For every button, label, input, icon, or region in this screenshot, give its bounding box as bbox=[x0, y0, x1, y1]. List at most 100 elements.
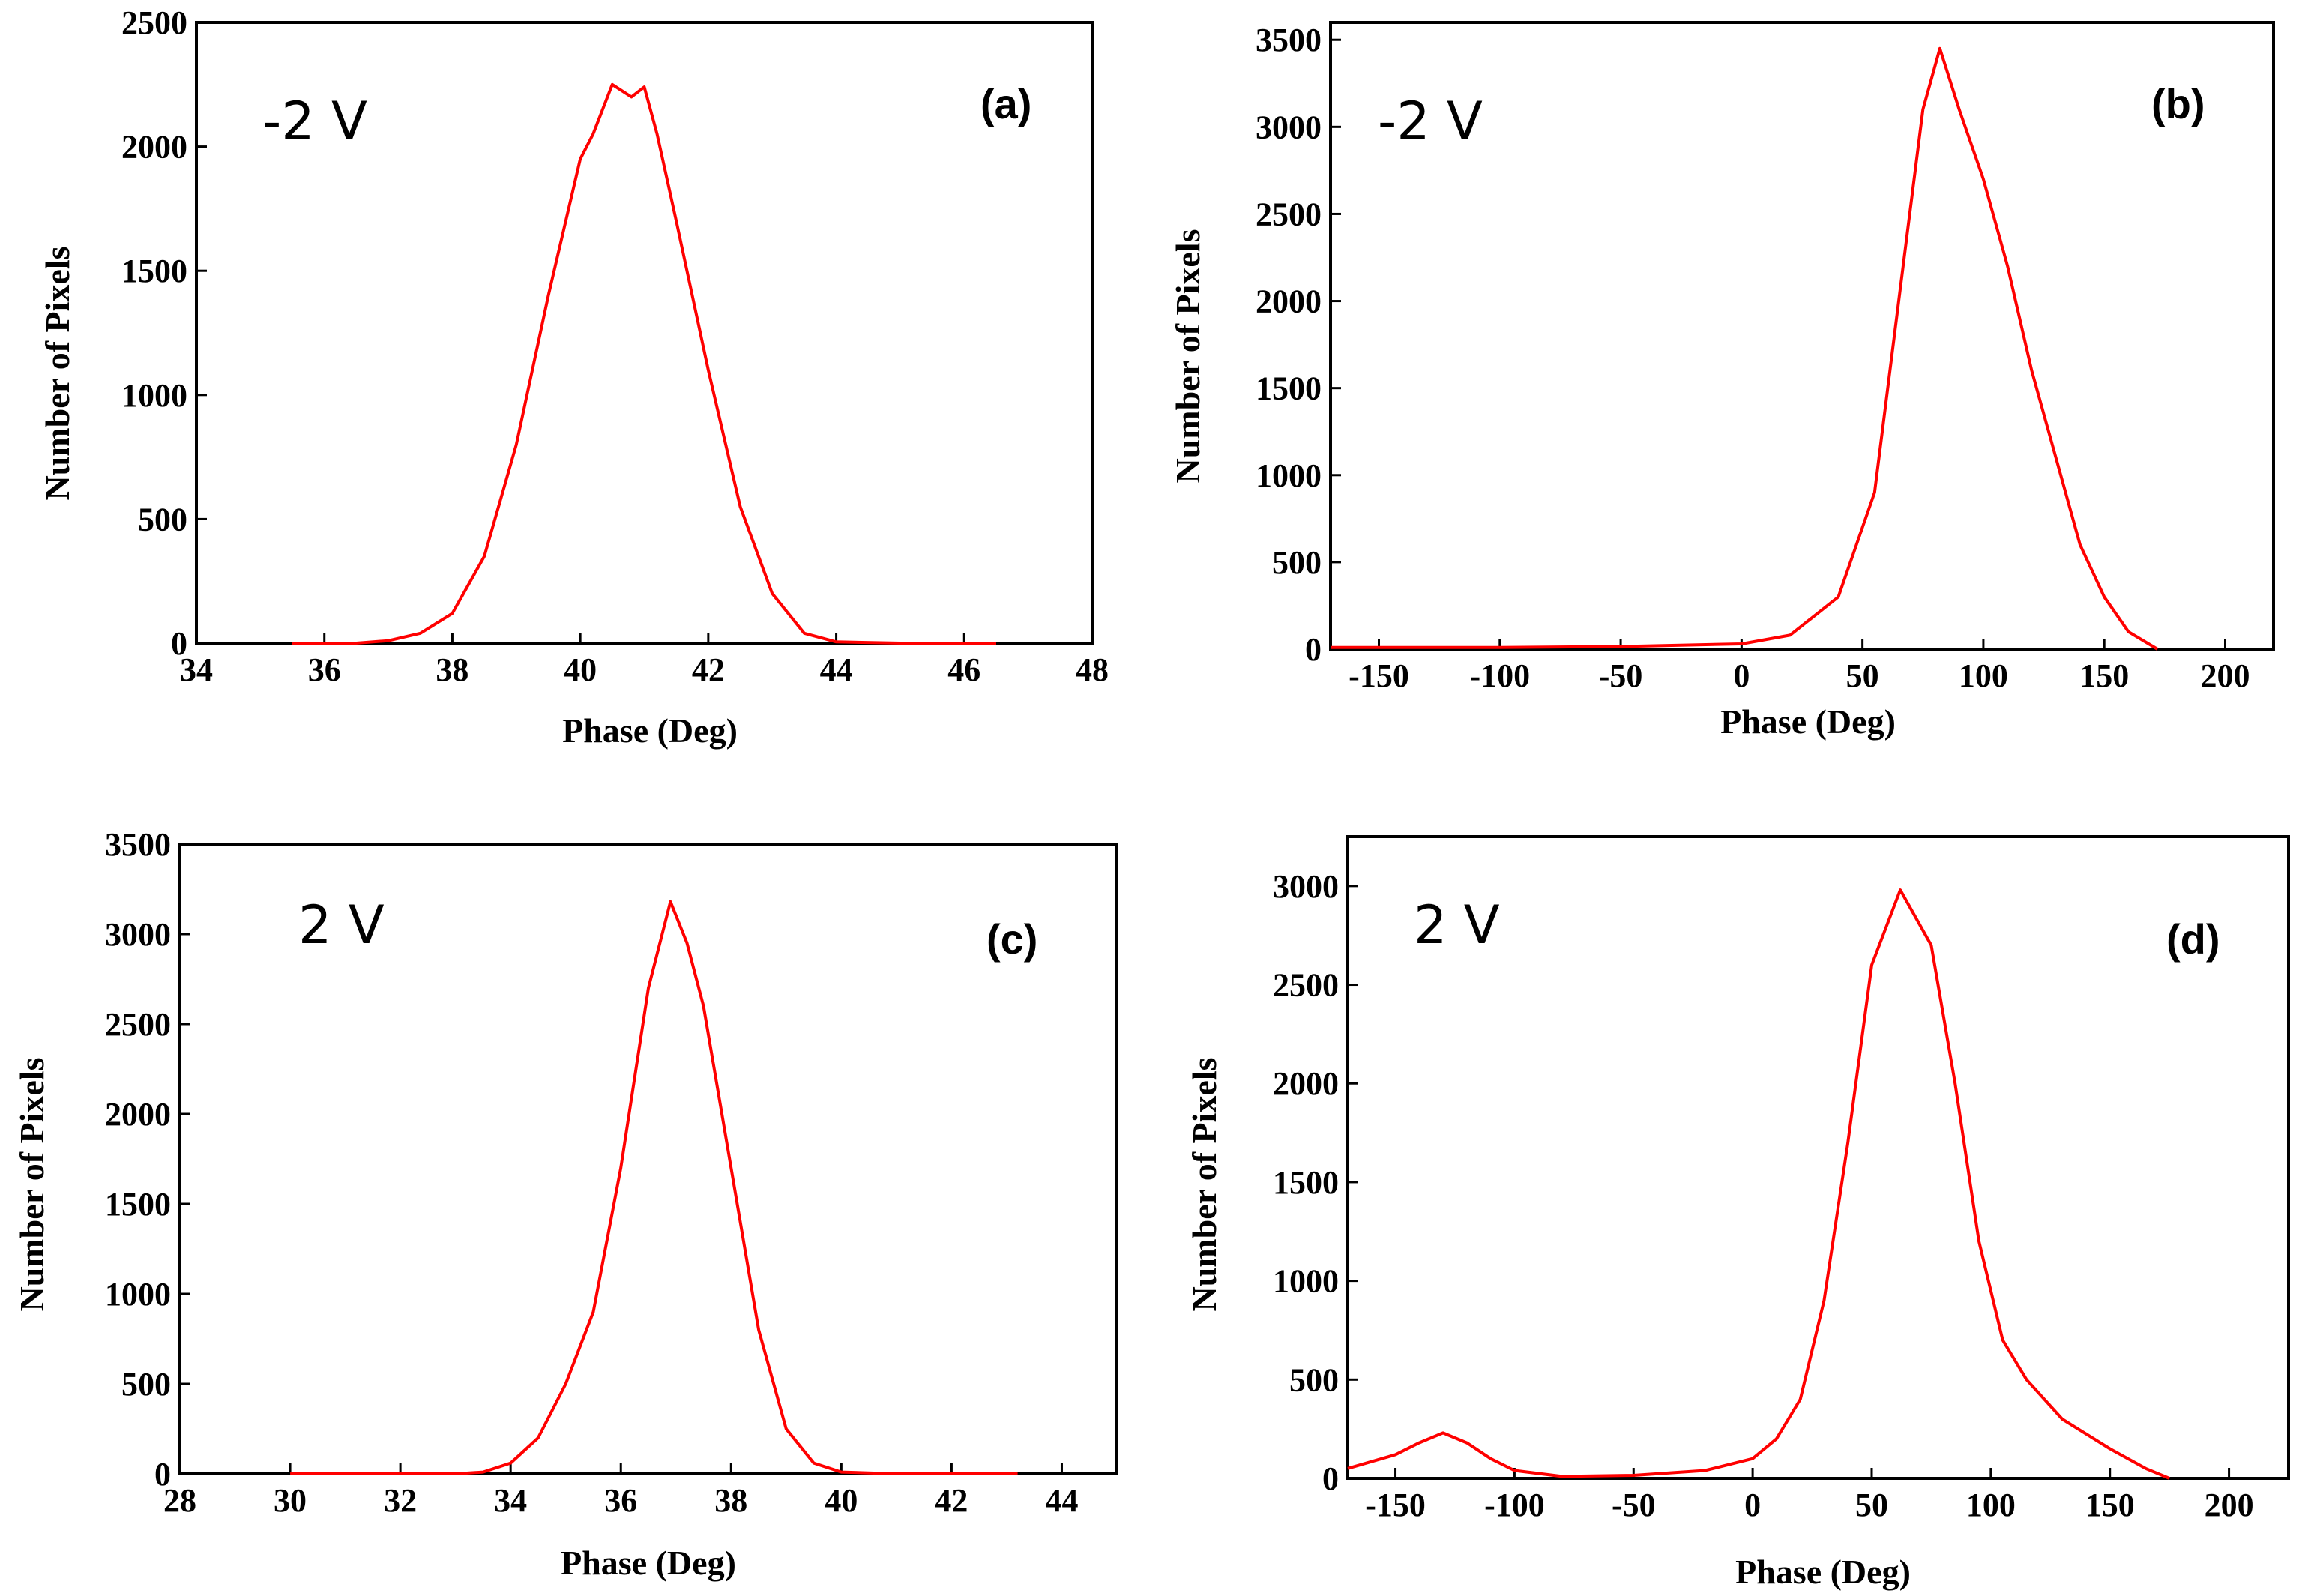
y-tick-label: 3000 bbox=[1273, 868, 1339, 905]
data-point bbox=[2006, 265, 2009, 268]
y-tick-label: 500 bbox=[121, 1366, 171, 1403]
panel-label-b: (b) bbox=[2151, 80, 2205, 127]
x-tick-label: -150 bbox=[1349, 657, 1409, 694]
x-tick-label: 50 bbox=[1855, 1487, 1888, 1523]
x-tick-label: 36 bbox=[604, 1482, 637, 1519]
y-tick-label: 2000 bbox=[105, 1096, 171, 1133]
data-point bbox=[1329, 646, 1332, 649]
plot-frame-a bbox=[195, 21, 1094, 645]
x-tick-label: 38 bbox=[714, 1482, 747, 1519]
y-tick-label: 1000 bbox=[121, 377, 187, 414]
x-tick-label: 0 bbox=[1744, 1487, 1761, 1523]
y-tick-label: 3500 bbox=[1256, 22, 1322, 58]
data-point bbox=[1775, 1437, 1778, 1440]
data-point bbox=[2127, 630, 2130, 633]
data-point bbox=[509, 1462, 512, 1465]
data-point bbox=[995, 642, 998, 645]
data-point bbox=[2055, 457, 2058, 460]
voltage-label-c: 2 V bbox=[298, 894, 385, 956]
y-tick-label: 500 bbox=[1272, 544, 1322, 581]
y-tick-label: 1000 bbox=[1273, 1263, 1339, 1300]
data-point bbox=[1897, 300, 1900, 303]
x-tick-label: -150 bbox=[1365, 1487, 1426, 1523]
data-point bbox=[1938, 47, 1941, 50]
x-axis-label-d: Phase (Deg) bbox=[1735, 1553, 1911, 1591]
data-point bbox=[483, 555, 486, 558]
x-tick-label: 150 bbox=[2085, 1487, 2135, 1523]
data-point bbox=[1704, 1469, 1707, 1472]
y-axis-label-c: Number of Pixels bbox=[13, 1057, 51, 1311]
x-tick-label: 40 bbox=[564, 651, 597, 688]
data-point bbox=[895, 1472, 898, 1475]
data-point bbox=[2025, 1378, 2028, 1381]
data-point bbox=[2156, 648, 2159, 651]
y-tick-label: 1500 bbox=[105, 1186, 171, 1223]
y-tick-label: 1500 bbox=[121, 253, 187, 289]
data-point bbox=[630, 95, 633, 98]
x-tick-label: 0 bbox=[1733, 657, 1750, 694]
data-point bbox=[387, 639, 390, 642]
y-tick-label: 0 bbox=[1305, 631, 1322, 668]
data-point bbox=[1870, 963, 1873, 966]
y-axis-label-b: Number of Pixels bbox=[1169, 229, 1207, 483]
data-point bbox=[771, 592, 774, 595]
data-point bbox=[1953, 1082, 1956, 1085]
data-point bbox=[669, 900, 672, 903]
data-point bbox=[515, 443, 518, 446]
x-tick-label: 42 bbox=[692, 651, 725, 688]
data-point bbox=[757, 1328, 760, 1331]
data-point bbox=[1394, 1453, 1397, 1456]
x-axis-label-b: Phase (Deg) bbox=[1720, 702, 1896, 741]
y-tick-label: 0 bbox=[154, 1456, 171, 1493]
y-tick-label: 2500 bbox=[121, 4, 187, 41]
data-point bbox=[835, 640, 838, 643]
data-point bbox=[656, 133, 659, 136]
y-tick-label: 0 bbox=[1322, 1460, 1339, 1497]
data-point bbox=[2030, 369, 2033, 372]
data-point bbox=[1958, 108, 1961, 111]
x-tick-label: 32 bbox=[384, 1482, 417, 1519]
data-point bbox=[2109, 1447, 2112, 1450]
voltage-label-a: -2 V bbox=[262, 91, 367, 152]
data-point bbox=[1016, 1472, 1019, 1475]
y-axis-label-d: Number of Pixels bbox=[1185, 1057, 1223, 1311]
data-point bbox=[803, 632, 806, 635]
data-point bbox=[1921, 108, 1924, 111]
x-tick-label: 38 bbox=[436, 651, 468, 688]
x-tick-label: 34 bbox=[180, 651, 213, 688]
data-point bbox=[619, 1166, 622, 1169]
x-tick-label: 36 bbox=[308, 651, 341, 688]
x-tick-label: -100 bbox=[1469, 657, 1530, 694]
data-point bbox=[1799, 1398, 1802, 1401]
data-point bbox=[1561, 1475, 1564, 1478]
data-point bbox=[355, 642, 358, 645]
data-point bbox=[1846, 1141, 1849, 1144]
data-point bbox=[1873, 491, 1876, 494]
x-axis-label-c: Phase (Deg) bbox=[561, 1544, 736, 1582]
y-tick-label: 3000 bbox=[1256, 109, 1322, 145]
x-tick-label: 30 bbox=[274, 1482, 307, 1519]
data-point bbox=[1441, 1431, 1444, 1434]
data-point bbox=[1929, 944, 1932, 947]
x-tick-label: 42 bbox=[935, 1482, 968, 1519]
x-tick-label: -100 bbox=[1484, 1487, 1545, 1523]
data-point bbox=[813, 1462, 816, 1465]
data-point bbox=[1740, 642, 1743, 645]
y-tick-label: 2500 bbox=[1273, 967, 1339, 1004]
plot-frame-b bbox=[1329, 21, 2275, 651]
series-line-a bbox=[292, 82, 996, 645]
data-point bbox=[591, 1310, 594, 1313]
voltage-label-d: 2 V bbox=[1414, 894, 1500, 956]
panel-label-d: (d) bbox=[2166, 915, 2220, 963]
y-tick-label: 2500 bbox=[105, 1006, 171, 1043]
data-point bbox=[685, 942, 688, 945]
x-tick-label: 46 bbox=[947, 651, 980, 688]
x-tick-label: 48 bbox=[1076, 651, 1109, 688]
chart-panel-c: 2 V (c) Phase (Deg) Number of Pixels 28 3… bbox=[13, 826, 1118, 1582]
data-point bbox=[1489, 1457, 1492, 1460]
data-point bbox=[419, 632, 422, 635]
data-point bbox=[591, 133, 594, 136]
x-tick-label: 44 bbox=[820, 651, 853, 688]
data-point bbox=[451, 612, 454, 615]
